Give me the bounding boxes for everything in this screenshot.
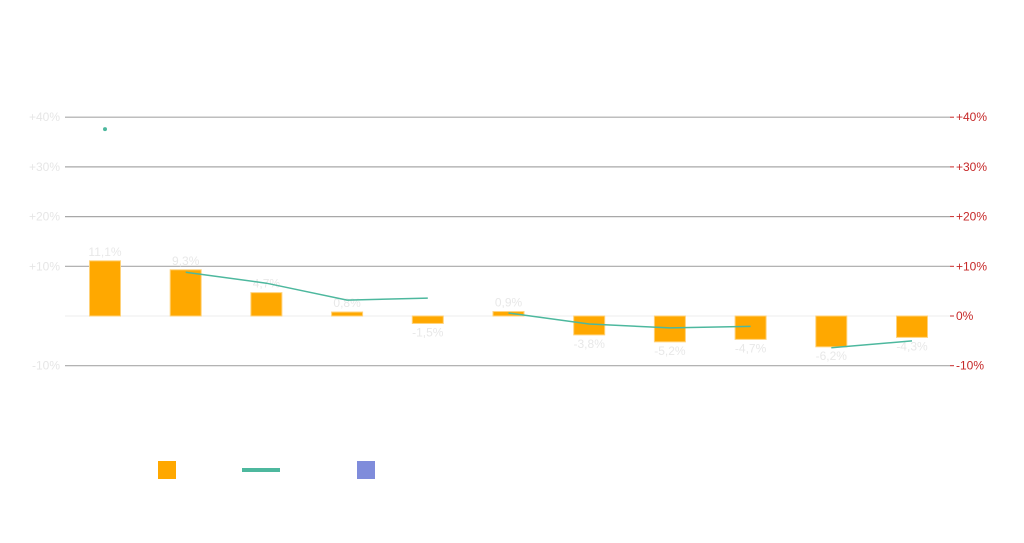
bar	[331, 311, 364, 317]
bar-data-label: 9,3%	[172, 254, 200, 268]
y-right-tick-label: +40%	[956, 110, 987, 124]
bar-data-label: -5,2%	[654, 344, 686, 358]
line-series-segment	[185, 271, 428, 301]
bar	[169, 269, 202, 317]
bar-data-label: -6,2%	[816, 349, 848, 363]
line-series-segment	[831, 340, 913, 349]
y-right-tick-label: +20%	[956, 210, 987, 224]
bar	[815, 315, 848, 348]
y-right-tick-label: +10%	[956, 259, 987, 273]
bar-data-label: -3,8%	[574, 337, 606, 351]
y-left-tick-label: +40%	[29, 110, 60, 124]
bar	[411, 315, 444, 324]
bar	[573, 315, 606, 336]
legend-swatch-bars	[158, 461, 176, 479]
bar-data-label: -1,5%	[412, 325, 444, 339]
bar-data-label: 0,9%	[495, 296, 523, 310]
y-right-tick-label: -10%	[956, 359, 984, 373]
legend-swatch-third	[357, 461, 375, 479]
bar-data-label: -4,3%	[896, 339, 928, 353]
line-point	[103, 127, 107, 132]
bar	[89, 260, 121, 317]
y-left-tick-label: +30%	[29, 160, 60, 174]
bar	[734, 315, 767, 340]
y-right-tick-label: +30%	[956, 160, 987, 174]
y-left-tick-label: -10%	[32, 359, 60, 373]
line-series-segment	[508, 312, 751, 329]
y-left-tick-label: +20%	[29, 210, 60, 224]
y-left-tick-label: +10%	[29, 259, 60, 273]
bar-data-label: 11,1%	[88, 245, 121, 259]
y-right-tick-label: 0%	[956, 309, 974, 323]
bar	[653, 315, 686, 343]
bar	[896, 315, 928, 338]
bar	[250, 292, 283, 317]
legend-swatch-line	[242, 468, 280, 472]
bar-data-label: -4,7%	[735, 341, 767, 355]
